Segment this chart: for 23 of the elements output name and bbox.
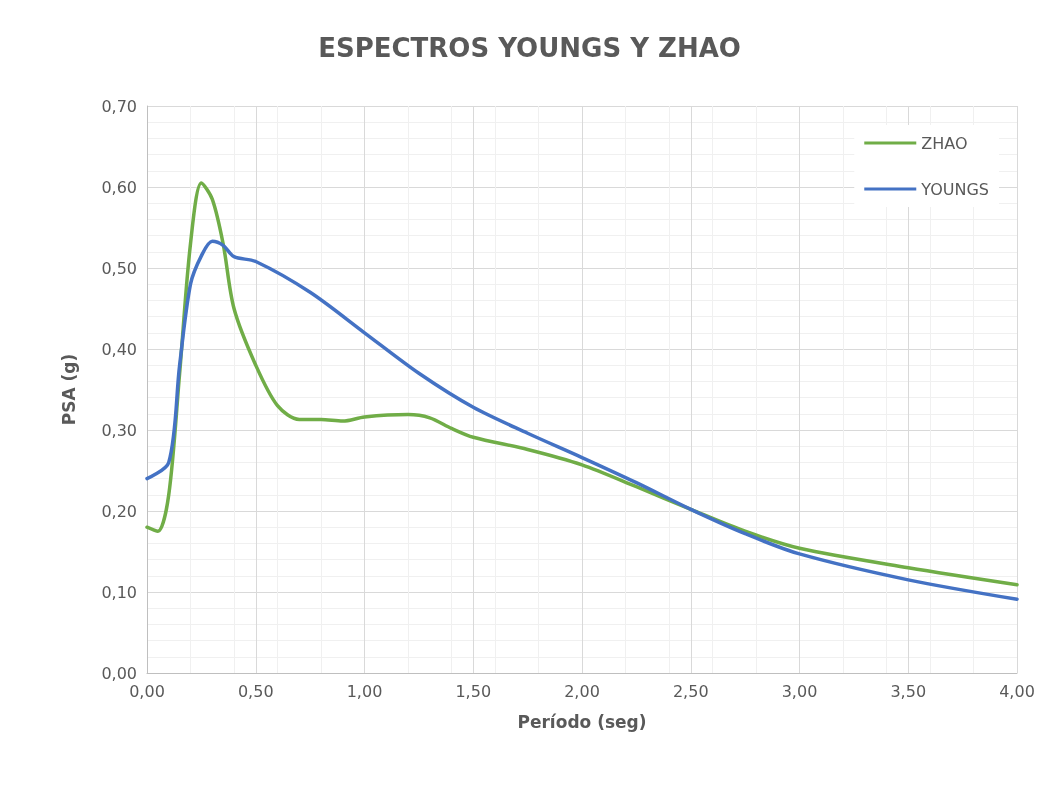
legend-label: YOUNGS xyxy=(920,179,990,199)
x-tick-label: 3,00 xyxy=(781,681,818,701)
x-tick-label: 3,50 xyxy=(890,681,927,701)
y-tick-label: 0,20 xyxy=(101,501,137,521)
legend-label: ZHAO xyxy=(921,133,968,153)
x-tick-label: 1,50 xyxy=(455,681,492,701)
y-tick-label: 0,30 xyxy=(101,420,137,440)
y-tick-label: 0,10 xyxy=(101,582,137,602)
x-tick-label: 2,50 xyxy=(672,681,709,701)
x-tick-label: 0,00 xyxy=(129,681,165,701)
x-tick-label: 0,50 xyxy=(237,681,274,701)
y-axis-title: PSA (g) xyxy=(58,353,79,426)
x-tick-label: 2,00 xyxy=(564,681,600,701)
y-tick-label: 0,60 xyxy=(101,177,137,197)
x-tick-label: 4,00 xyxy=(999,681,1035,701)
y-tick-label: 0,40 xyxy=(101,339,137,359)
chart-title: ESPECTROS YOUNGS Y ZHAO xyxy=(318,33,741,63)
x-tick-label: 1,00 xyxy=(346,681,383,701)
y-tick-label: 0,50 xyxy=(101,258,137,278)
y-tick-label: 0,00 xyxy=(101,663,137,683)
line-series xyxy=(145,239,1019,602)
y-tick-label: 0,70 xyxy=(101,96,137,116)
x-axis-title: Período (seg) xyxy=(517,711,647,732)
